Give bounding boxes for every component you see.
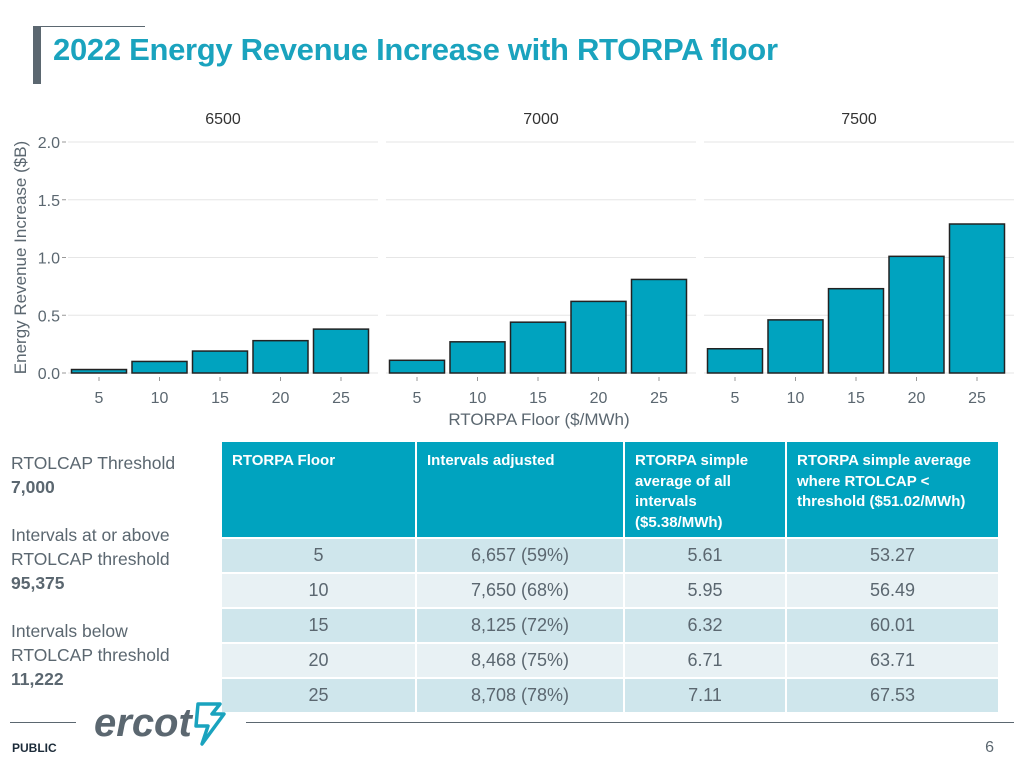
table-row: 10 7,650 (68%) 5.95 56.49: [222, 572, 998, 608]
table-cell: 53.27: [786, 537, 998, 573]
threshold-value: 7,000: [11, 477, 55, 497]
above-threshold-label-line2: RTOLCAP threshold: [11, 549, 170, 569]
rtorpa-table: RTORPA Floor Intervals adjusted RTORPA s…: [222, 442, 998, 712]
below-threshold-value: 11,222: [11, 669, 64, 689]
x-tick-label: 5: [95, 390, 104, 407]
table-header-row: RTORPA Floor Intervals adjusted RTORPA s…: [222, 442, 998, 538]
bar-7500-10: [767, 319, 824, 374]
below-threshold-label-line1: Intervals below: [11, 621, 128, 641]
x-tick-label: 5: [731, 390, 740, 407]
table-row: 15 8,125 (72%) 6.32 60.01: [222, 607, 998, 643]
threshold-label: RTOLCAP Threshold: [11, 453, 176, 473]
table-cell: 25: [222, 677, 417, 712]
table-cell: 7.11: [624, 677, 787, 712]
bar-7500-20: [888, 255, 945, 374]
panel-title-7000: 7000: [523, 111, 559, 128]
table-cell: 63.71: [786, 642, 998, 678]
bar-6500-25: [312, 328, 370, 374]
x-tick-label: 20: [590, 390, 608, 407]
table-cell: 8,125 (72%): [416, 607, 625, 643]
col-header-avg-all: RTORPA simple average of all intervals (…: [624, 442, 787, 538]
col-header-floor: RTORPA Floor: [222, 442, 417, 538]
table-cell: 20: [222, 642, 417, 678]
below-threshold-label-line2: RTOLCAP threshold: [11, 645, 170, 665]
bar-7500-5: [706, 347, 764, 374]
x-tick-label: 15: [211, 390, 229, 407]
x-tick-label: 5: [413, 390, 422, 407]
y-axis-label: Energy Revenue Increase ($B): [11, 141, 30, 374]
y-tick-label: 1.0: [38, 251, 60, 268]
table-cell: 10: [222, 572, 417, 608]
table-cell: 6,657 (59%): [416, 537, 625, 573]
title-accent-bar: [33, 26, 41, 84]
bar-7000-10: [449, 341, 506, 374]
table-cell: 8,468 (75%): [416, 642, 625, 678]
y-tick-label: 1.5: [38, 193, 60, 210]
panel-title-6500: 6500: [205, 111, 241, 128]
page-number: 6: [985, 739, 994, 756]
table-cell: 60.01: [786, 607, 998, 643]
x-axis-label: RTORPA Floor ($/MWh): [448, 410, 629, 429]
panel-title-7500: 7500: [841, 111, 877, 128]
x-tick-label: 10: [787, 390, 805, 407]
y-tick-label: 2.0: [38, 135, 60, 152]
above-threshold-label-line1: Intervals at or above: [11, 525, 170, 545]
table-cell: 5.95: [624, 572, 787, 608]
x-tick-label: 25: [968, 390, 986, 407]
y-tick-label: 0.5: [38, 308, 60, 325]
classification-label: PUBLIC: [12, 741, 57, 755]
bar-6500-10: [131, 360, 188, 374]
logo-wordmark: ercot: [94, 701, 193, 745]
above-threshold-value: 95,375: [11, 573, 65, 593]
table-cell: 6.32: [624, 607, 787, 643]
x-tick-label: 15: [847, 390, 865, 407]
ercot-logo: ercot: [94, 700, 234, 753]
bar-chart: 0.0 0.5 1.0 1.5 2.0 Energy Revenue Increase (…: [11, 111, 1014, 429]
lightning-bolt-icon: [194, 702, 226, 746]
y-tick-label: 0.0: [38, 366, 60, 383]
x-tick-label: 25: [332, 390, 350, 407]
bar-7000-15: [509, 321, 567, 374]
col-header-avg-below: RTORPA simple average where RTOLCAP < th…: [786, 442, 998, 538]
table-cell: 15: [222, 607, 417, 643]
page-title: 2022 Energy Revenue Increase with RTORPA…: [53, 32, 778, 67]
x-tick-label: 20: [272, 390, 290, 407]
threshold-summary: RTOLCAP Threshold 7,000 Intervals at or …: [11, 451, 211, 715]
x-tick-label: 20: [908, 390, 926, 407]
table-cell: 7,650 (68%): [416, 572, 625, 608]
table-cell: 8,708 (78%): [416, 677, 625, 712]
bar-7500-15: [827, 287, 885, 374]
bar-7500-25: [948, 223, 1006, 374]
x-tick-label: 25: [650, 390, 668, 407]
col-header-intervals: Intervals adjusted: [416, 442, 625, 538]
x-tick-label: 10: [469, 390, 487, 407]
table-cell: 5: [222, 537, 417, 573]
table-cell: 5.61: [624, 537, 787, 573]
footer-rule-left: [10, 722, 76, 723]
table-row: 25 8,708 (78%) 7.11 67.53: [222, 677, 998, 712]
bar-7000-20: [570, 300, 627, 374]
bar-6500-20: [252, 339, 309, 374]
title-accent-line: [33, 26, 145, 27]
bar-7000-25: [630, 278, 688, 374]
table-cell: 6.71: [624, 642, 787, 678]
footer-rule-right: [246, 722, 1014, 723]
table-cell: 56.49: [786, 572, 998, 608]
table-row: 5 6,657 (59%) 5.61 53.27: [222, 537, 998, 573]
table-cell: 67.53: [786, 677, 998, 712]
x-tick-label: 15: [529, 390, 547, 407]
bar-7000-5: [388, 359, 446, 374]
x-tick-label: 10: [151, 390, 169, 407]
table-row: 20 8,468 (75%) 6.71 63.71: [222, 642, 998, 678]
bar-6500-5: [70, 368, 128, 374]
bar-6500-15: [191, 350, 249, 374]
